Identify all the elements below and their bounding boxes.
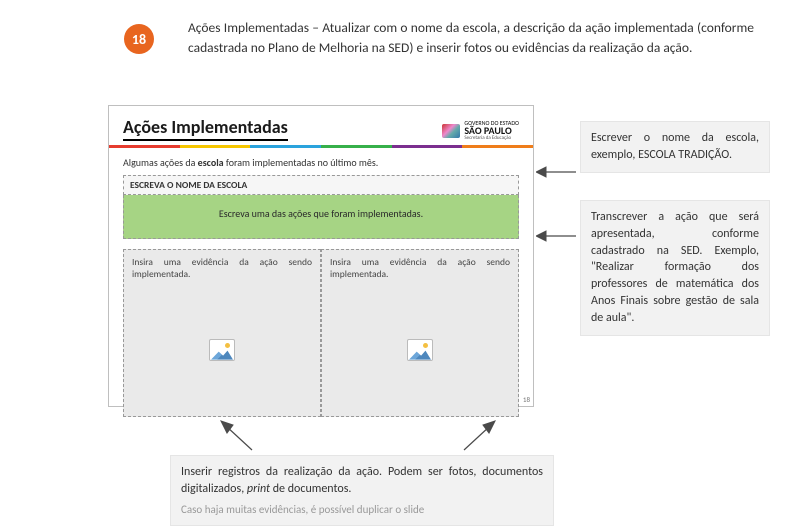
annotation-evidence: Inserir registros da realização da ação.…	[170, 455, 554, 526]
slide-title: Ações Implementadas	[123, 116, 288, 141]
intro-bold: escola	[198, 156, 224, 169]
arrow-to-action	[536, 226, 578, 246]
slide-preview: Ações Implementadas GOVERNO DO ESTADO SÃ…	[108, 105, 534, 407]
annotation-school-name: Escrever o nome da escola, exemplo, ESCO…	[580, 121, 770, 173]
evidence-text: Insira uma evidência da ação sendo imple…	[330, 256, 510, 280]
step-instruction-text: Ações Implementadas – Atualizar com o no…	[188, 18, 754, 59]
intro-prefix: Algumas ações da	[123, 156, 198, 169]
annot-c-line2: Caso haja muitas evidências, é possível …	[181, 502, 543, 517]
bar-seg	[250, 145, 321, 148]
bar-seg	[321, 145, 392, 148]
intro-suffix: foram implementadas no último mês.	[224, 156, 379, 169]
sp-logo-sub: Secretaria da Educação	[464, 136, 519, 141]
bar-seg	[180, 145, 251, 148]
sp-logo-text: GOVERNO DO ESTADO SÃO PAULO Secretaria d…	[464, 120, 519, 141]
image-placeholder-icon	[209, 339, 235, 361]
action-placeholder: Escreva uma das ações que foram implemen…	[123, 195, 519, 239]
slide-body: Algumas ações da escola foram implementa…	[109, 148, 533, 417]
evidence-row: Insira uma evidência da ação sendo imple…	[123, 249, 519, 417]
bar-seg	[462, 145, 533, 148]
color-bar	[109, 145, 533, 148]
annot-c-line1: Inserir registros da realização da ação.…	[181, 464, 543, 498]
bar-seg	[109, 145, 180, 148]
bar-seg	[392, 145, 463, 148]
evidence-box-right: Insira uma evidência da ação sendo imple…	[321, 249, 519, 417]
step-number-badge: 18	[124, 24, 154, 54]
annotation-action: Transcrever a ação que será apresentada,…	[580, 200, 770, 336]
slide-intro: Algumas ações da escola foram implementa…	[123, 156, 519, 169]
arrow-to-evidence-left	[218, 420, 258, 454]
annot-c-text-end: de documentos.	[270, 482, 351, 496]
arrow-to-school-name	[536, 162, 578, 182]
evidence-box-left: Insira uma evidência da ação sendo imple…	[123, 249, 321, 417]
arrow-to-evidence-right	[460, 420, 500, 454]
annot-c-italic: print	[247, 482, 270, 496]
sao-paulo-logo: GOVERNO DO ESTADO SÃO PAULO Secretaria d…	[442, 120, 519, 141]
image-placeholder-icon	[407, 339, 433, 361]
sp-logo-icon	[442, 124, 460, 138]
slide-header: Ações Implementadas GOVERNO DO ESTADO SÃ…	[109, 106, 533, 145]
school-name-placeholder: ESCREVA O NOME DA ESCOLA	[123, 175, 519, 195]
slide-page-number: 18	[523, 395, 530, 404]
evidence-text: Insira uma evidência da ação sendo imple…	[132, 256, 312, 280]
annot-c-text: Inserir registros da realização da ação.…	[181, 465, 543, 496]
